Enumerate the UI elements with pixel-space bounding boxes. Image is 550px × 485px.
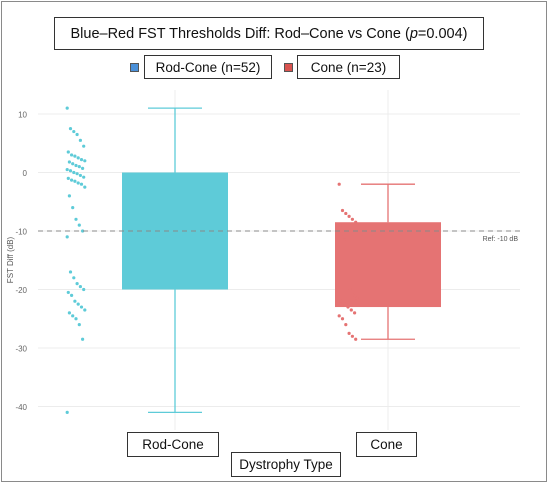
data-point-rod-cone bbox=[78, 284, 82, 289]
legend-swatch-rod-cone bbox=[130, 63, 139, 72]
chart-title: Blue–Red FST Thresholds Diff: Rod–Cone v… bbox=[54, 17, 484, 50]
x-tick-label-cone: Cone bbox=[356, 432, 417, 457]
data-point-rod-cone bbox=[70, 293, 74, 297]
data-point-rod-cone bbox=[78, 173, 82, 178]
x-tick-label-rod-cone: Rod-Cone bbox=[127, 432, 219, 457]
data-point-rod-cone bbox=[67, 160, 71, 164]
chart-title-prefix: Blue–Red FST Thresholds Diff: Rod–Cone v… bbox=[70, 25, 410, 42]
reference-line-label: Ref: -10 dB bbox=[483, 236, 519, 243]
data-point-rod-cone bbox=[82, 175, 86, 179]
data-point-rod-cone bbox=[66, 150, 70, 154]
y-tick-label: 10 bbox=[18, 111, 27, 120]
data-point-rod-cone bbox=[67, 311, 71, 315]
data-point-rod-cone bbox=[65, 167, 69, 172]
data-point-rod-cone bbox=[74, 217, 78, 221]
data-point-cone bbox=[347, 214, 351, 218]
data-point-rod-cone bbox=[73, 299, 77, 303]
data-point-cone bbox=[347, 331, 351, 335]
data-point-rod-cone bbox=[82, 144, 86, 148]
data-point-cone bbox=[338, 223, 342, 227]
data-point-rod-cone bbox=[76, 156, 80, 160]
data-point-rod-cone bbox=[76, 302, 80, 306]
data-point-rod-cone bbox=[79, 305, 84, 309]
data-point-rod-cone bbox=[74, 163, 78, 168]
data-point-cone bbox=[342, 235, 346, 239]
y-tick-label: -40 bbox=[15, 403, 27, 412]
data-point-rod-cone bbox=[77, 223, 81, 227]
data-point-cone bbox=[349, 308, 353, 312]
data-point-rod-cone bbox=[74, 317, 78, 321]
data-point-rod-cone bbox=[70, 153, 74, 157]
data-point-rod-cone bbox=[68, 127, 73, 131]
legend-label-rod-cone: Rod-Cone (n=52) bbox=[144, 55, 272, 79]
data-point-rod-cone bbox=[75, 132, 79, 137]
y-tick-label: 0 bbox=[23, 169, 28, 178]
data-point-cone bbox=[348, 287, 352, 292]
data-point-rod-cone bbox=[68, 270, 73, 274]
data-point-cone bbox=[354, 220, 358, 224]
data-point-cone bbox=[337, 314, 341, 318]
data-point-cone bbox=[350, 217, 354, 221]
data-point-cone bbox=[340, 208, 345, 213]
y-tick-label: -30 bbox=[15, 345, 27, 354]
data-point-cone bbox=[340, 317, 345, 321]
data-point-rod-cone bbox=[75, 282, 79, 286]
data-point-rod-cone bbox=[72, 170, 76, 175]
y-axis-label: FST Diff (dB) bbox=[6, 236, 15, 283]
box-cone bbox=[335, 222, 441, 308]
data-point-cone bbox=[343, 302, 347, 306]
data-point-rod-cone bbox=[76, 181, 80, 185]
data-point-cone bbox=[339, 299, 343, 303]
data-point-cone bbox=[350, 334, 354, 338]
data-point-rod-cone bbox=[71, 314, 75, 318]
data-point-rod-cone bbox=[77, 323, 81, 327]
y-tick-label: -20 bbox=[15, 286, 27, 295]
data-point-rod-cone bbox=[73, 179, 77, 183]
data-point-rod-cone bbox=[83, 308, 87, 312]
data-point-cone bbox=[344, 211, 348, 216]
x-axis-label: Dystrophy Type bbox=[231, 452, 341, 477]
data-point-rod-cone bbox=[79, 158, 84, 162]
data-point-rod-cone bbox=[73, 154, 77, 158]
data-point-rod-cone bbox=[70, 178, 74, 182]
chart-title-p-value: =0.004 bbox=[417, 25, 463, 42]
data-point-rod-cone bbox=[83, 185, 87, 189]
data-point-rod-cone bbox=[75, 172, 79, 176]
data-point-cone bbox=[337, 182, 341, 186]
data-point-rod-cone bbox=[67, 194, 71, 198]
data-point-rod-cone bbox=[65, 235, 69, 239]
data-point-rod-cone bbox=[81, 229, 85, 233]
data-point-cone bbox=[354, 337, 358, 341]
data-point-rod-cone bbox=[78, 138, 82, 142]
chart-title-p-symbol: p bbox=[409, 25, 418, 42]
data-point-cone bbox=[353, 311, 357, 315]
data-point-rod-cone bbox=[66, 290, 70, 295]
y-tick-label: -10 bbox=[15, 228, 27, 237]
data-point-rod-cone bbox=[81, 166, 85, 171]
data-point-cone bbox=[346, 305, 350, 309]
data-point-rod-cone bbox=[72, 129, 76, 134]
data-point-rod-cone bbox=[77, 165, 81, 169]
chart-title-suffix: ) bbox=[462, 25, 468, 42]
data-point-cone bbox=[345, 238, 349, 242]
legend-swatch-cone bbox=[284, 63, 293, 72]
data-point-rod-cone bbox=[71, 206, 75, 210]
legend-label-cone: Cone (n=23) bbox=[297, 55, 400, 79]
data-point-rod-cone bbox=[81, 337, 85, 341]
data-point-rod-cone bbox=[68, 169, 73, 173]
data-point-rod-cone bbox=[66, 176, 70, 180]
data-point-cone bbox=[344, 323, 348, 327]
data-point-rod-cone bbox=[79, 182, 84, 186]
data-point-rod-cone bbox=[65, 410, 69, 414]
data-point-cone bbox=[351, 293, 356, 297]
data-point-rod-cone bbox=[72, 276, 76, 280]
data-point-rod-cone bbox=[83, 159, 87, 163]
data-point-rod-cone bbox=[82, 287, 86, 292]
data-point-cone bbox=[355, 296, 359, 300]
data-point-rod-cone bbox=[71, 162, 75, 166]
data-point-rod-cone bbox=[65, 106, 69, 110]
